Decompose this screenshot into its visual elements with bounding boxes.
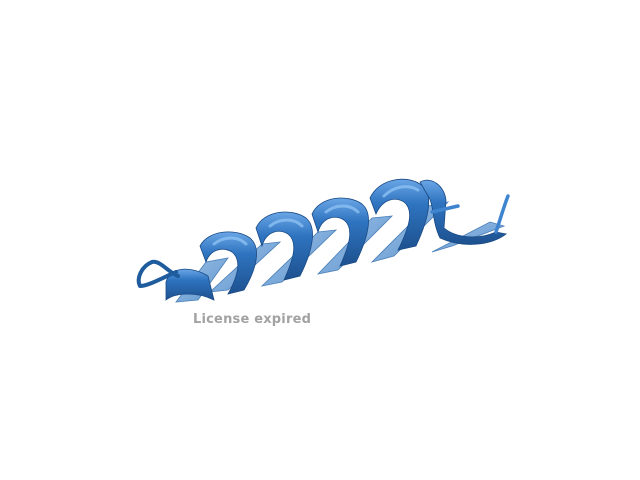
helix-highlights [212, 185, 420, 246]
helix-front-turns [165, 178, 507, 301]
n-terminus-coil [136, 259, 180, 288]
license-watermark: License expired [193, 312, 312, 327]
c-terminus-tail [430, 194, 510, 234]
